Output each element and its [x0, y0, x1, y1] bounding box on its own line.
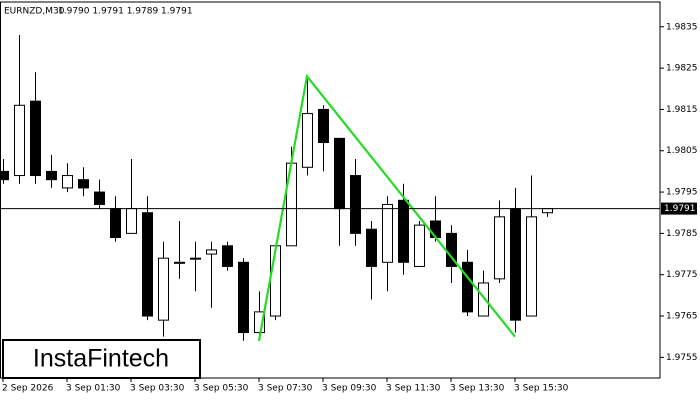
- candle-body: [366, 228, 377, 267]
- x-tick-label: 3 Sep 13:30: [450, 384, 505, 394]
- candle-body: [46, 170, 57, 181]
- y-tick-label: 1.9755: [666, 353, 698, 363]
- candle-body: [318, 108, 329, 143]
- x-tick-label: 3 Sep 09:30: [322, 384, 377, 394]
- candle-body: [174, 261, 185, 264]
- plot-frame: [0, 1, 661, 379]
- candle-body: [30, 100, 41, 177]
- x-tick-label: 3 Sep 15:30: [514, 384, 569, 394]
- y-tick-label: 1.9805: [666, 146, 698, 156]
- candle-body: [110, 208, 121, 239]
- candle-body: [158, 257, 169, 321]
- candle-body: [478, 282, 489, 317]
- candle-body: [0, 170, 9, 181]
- candle-body: [430, 220, 441, 239]
- x-tick-label: 3 Sep 03:30: [130, 384, 185, 394]
- candle-body: [382, 203, 393, 263]
- y-tick-label: 1.9835: [666, 22, 698, 32]
- candle-body: [334, 137, 345, 210]
- candle-body: [222, 245, 233, 267]
- candle-body: [94, 191, 105, 205]
- candle-body: [14, 104, 25, 177]
- candle-body: [398, 199, 409, 263]
- y-tick-label: 1.9795: [666, 188, 698, 198]
- y-tick-label: 1.9775: [666, 270, 698, 280]
- x-tick-label: 3 Sep 05:30: [194, 384, 249, 394]
- candle-body: [78, 179, 89, 189]
- pattern-line: [257, 73, 516, 342]
- candle-body: [302, 113, 313, 168]
- x-tick-label: 3 Sep 11:30: [386, 384, 441, 394]
- y-tick-label: 1.9825: [666, 64, 698, 74]
- x-tick-label: 2 Sep 2026: [2, 384, 54, 394]
- chart-title: EURNZD,M30: [4, 7, 65, 17]
- candle-body: [526, 216, 537, 317]
- logo-box: [2, 339, 201, 379]
- candle-body: [270, 245, 281, 317]
- candle-body: [462, 261, 473, 313]
- candle-body: [350, 175, 361, 234]
- x-tick-label: 3 Sep 07:30: [258, 384, 313, 394]
- candle-body: [542, 208, 553, 214]
- candle-body: [206, 249, 217, 255]
- candle-body: [190, 257, 201, 260]
- current-price-label: 1.9791: [664, 204, 696, 214]
- candle-body: [126, 208, 137, 234]
- chart-subtitle: 1.9790 1.9791 1.9789 1.9791: [58, 7, 193, 17]
- candle-body: [62, 175, 73, 189]
- y-tick-label: 1.9815: [666, 105, 698, 115]
- current-price-box: [661, 202, 697, 215]
- y-tick-label: 1.9785: [666, 229, 698, 239]
- candle-body: [142, 212, 153, 317]
- candle-body: [238, 261, 249, 334]
- x-tick-label: 3 Sep 01:30: [66, 384, 121, 394]
- logo: InstaFintech: [33, 345, 169, 373]
- candle-body: [414, 224, 425, 267]
- y-tick-label: 1.9765: [666, 312, 698, 322]
- candle-body: [510, 208, 521, 321]
- candle-body: [494, 216, 505, 280]
